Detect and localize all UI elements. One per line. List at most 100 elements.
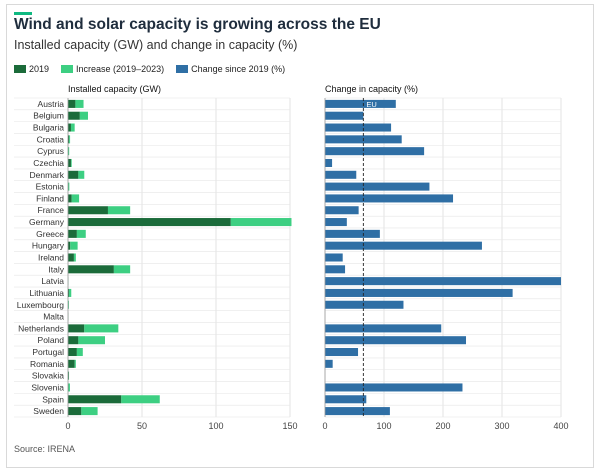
category-label-belgium: Belgium xyxy=(33,111,64,121)
category-label-lithuania: Lithuania xyxy=(29,288,64,298)
bar-increase-france xyxy=(107,206,131,215)
category-label-estonia: Estonia xyxy=(36,182,65,192)
bar-2019-denmark xyxy=(68,170,79,179)
bar-increase-poland xyxy=(78,336,105,345)
chart-subtitle: Installed capacity (GW) and change in ca… xyxy=(14,38,298,52)
right-panel-title: Change in capacity (%) xyxy=(325,84,418,94)
bar-increase-spain xyxy=(121,395,160,404)
category-label-bulgaria: Bulgaria xyxy=(33,123,64,133)
category-label-denmark: Denmark xyxy=(30,170,65,180)
bar-increase-cyprus xyxy=(68,147,70,156)
bar-increase-ireland xyxy=(73,253,76,262)
bar-increase-croatia xyxy=(69,135,71,144)
bar-change-lithuania xyxy=(325,288,513,297)
chart-title: Wind and solar capacity is growing acros… xyxy=(14,16,381,33)
bar-change-netherlands xyxy=(325,324,442,333)
bar-change-poland xyxy=(325,336,467,345)
bar-change-romania xyxy=(325,359,333,368)
right-tick-label-200: 200 xyxy=(435,421,450,431)
bar-2019-hungary xyxy=(68,241,71,250)
bar-2019-belgium xyxy=(68,111,80,120)
bar-increase-sweden xyxy=(81,407,98,416)
bar-increase-finland xyxy=(71,194,80,203)
legend-item-2019: 2019 xyxy=(14,64,49,74)
bar-change-spain xyxy=(325,395,367,404)
bar-change-latvia xyxy=(325,277,561,286)
legend-item-change: Change since 2019 (%) xyxy=(176,64,285,74)
right-tick-label-100: 100 xyxy=(376,421,391,431)
bar-2019-netherlands xyxy=(68,324,85,333)
bar-increase-estonia xyxy=(68,182,70,191)
bar-2019-romania xyxy=(68,359,75,368)
bar-change-hungary xyxy=(325,241,482,250)
left-tick-label-50: 50 xyxy=(137,421,147,431)
source-note: Source: IRENA xyxy=(14,444,76,454)
legend: 2019 Increase (2019–2023) Change since 2… xyxy=(14,64,285,74)
left-panel-title: Installed capacity (GW) xyxy=(68,84,161,94)
bar-change-finland xyxy=(325,194,454,203)
category-label-latvia: Latvia xyxy=(41,276,64,286)
category-label-ireland: Ireland xyxy=(38,253,64,263)
bar-increase-romania xyxy=(74,359,76,368)
right-tick-label-400: 400 xyxy=(553,421,568,431)
bar-change-sweden xyxy=(325,407,390,416)
bar-2019-greece xyxy=(68,229,77,238)
bar-increase-denmark xyxy=(78,170,85,179)
legend-item-increase: Increase (2019–2023) xyxy=(61,64,164,74)
bar-increase-lithuania xyxy=(69,288,72,297)
category-label-slovakia: Slovakia xyxy=(32,371,64,381)
bar-increase-slovenia xyxy=(68,383,70,392)
category-label-poland: Poland xyxy=(38,335,65,345)
bar-2019-poland xyxy=(68,336,79,345)
bar-increase-czechia xyxy=(70,158,72,167)
right-tick-label-300: 300 xyxy=(494,421,509,431)
left-tick-label-0: 0 xyxy=(65,421,70,431)
bar-increase-italy xyxy=(113,265,131,274)
bar-change-belgium xyxy=(325,111,364,120)
right-tick-label-0: 0 xyxy=(322,421,327,431)
bar-increase-belgium xyxy=(79,111,88,120)
legend-label-change: Change since 2019 (%) xyxy=(191,64,286,74)
bar-change-denmark xyxy=(325,170,357,179)
bar-change-portugal xyxy=(325,348,359,357)
bar-2019-croatia xyxy=(68,135,70,144)
category-label-luxembourg: Luxembourg xyxy=(17,300,65,310)
bar-2019-sweden xyxy=(68,407,82,416)
bar-change-greece xyxy=(325,229,380,238)
category-label-portugal: Portugal xyxy=(32,347,64,357)
category-label-france: France xyxy=(38,205,65,215)
bar-increase-netherlands xyxy=(84,324,119,333)
bar-change-luxembourg xyxy=(325,300,404,309)
category-label-italy: Italy xyxy=(48,264,64,274)
bar-change-italy xyxy=(325,265,346,274)
category-label-hungary: Hungary xyxy=(32,241,65,251)
bar-increase-germany xyxy=(230,218,292,227)
bar-change-bulgaria xyxy=(325,123,392,132)
legend-swatch-2019 xyxy=(14,65,26,73)
bar-2019-bulgaria xyxy=(68,123,71,132)
bar-change-ireland xyxy=(325,253,343,262)
bar-2019-slovakia xyxy=(68,371,69,380)
bar-2019-portugal xyxy=(68,348,77,357)
bar-2019-germany xyxy=(68,218,231,227)
title-accent-bar xyxy=(14,12,32,15)
bar-change-slovenia xyxy=(325,383,463,392)
category-label-netherlands: Netherlands xyxy=(18,323,64,333)
bar-increase-austria xyxy=(75,99,84,108)
bar-change-france xyxy=(325,206,359,215)
bar-2019-lithuania xyxy=(68,288,70,297)
legend-swatch-increase xyxy=(61,65,74,73)
bar-2019-austria xyxy=(68,99,76,108)
legend-label-increase: Increase (2019–2023) xyxy=(76,64,165,74)
bar-change-germany xyxy=(325,218,347,227)
bar-change-czechia xyxy=(325,158,333,167)
left-tick-label-150: 150 xyxy=(282,421,297,431)
category-label-slovenia: Slovenia xyxy=(31,382,64,392)
bar-2019-finland xyxy=(68,194,72,203)
category-label-cyprus: Cyprus xyxy=(37,146,64,156)
category-label-sweden: Sweden xyxy=(33,406,64,416)
category-label-croatia: Croatia xyxy=(37,134,65,144)
category-label-czechia: Czechia xyxy=(33,158,64,168)
bar-increase-portugal xyxy=(76,348,83,357)
